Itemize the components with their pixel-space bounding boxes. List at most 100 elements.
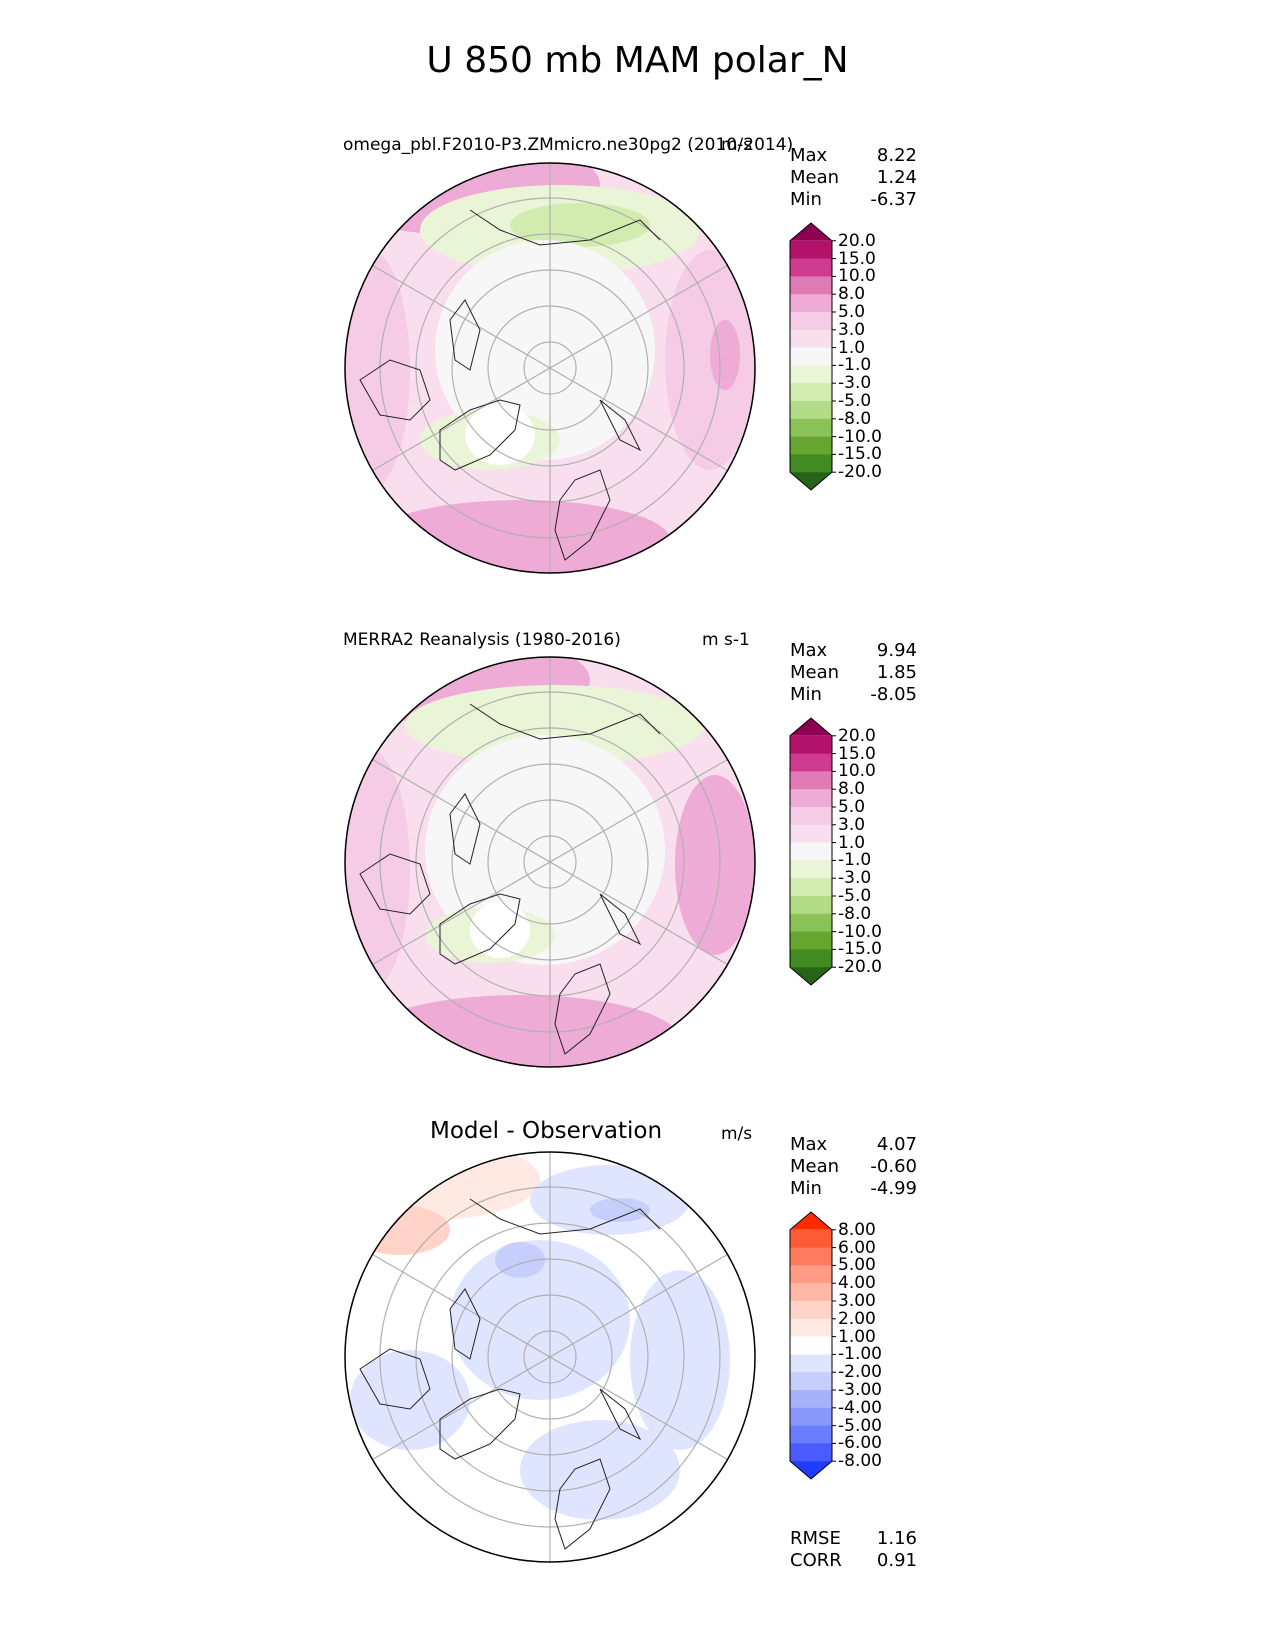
colorbar-tick-label: 1.0 — [838, 832, 866, 853]
panel-3-map-boundary — [344, 1151, 756, 1563]
colorbar-segment — [790, 789, 832, 808]
colorbar-tick-label: 3.0 — [838, 319, 866, 340]
panel-3-field-blob — [520, 1420, 680, 1520]
panel-3-field-blob — [630, 1270, 730, 1450]
colorbar-tick-label: -8.00 — [838, 1451, 882, 1472]
colorbar-tick-label: -4.00 — [838, 1397, 882, 1418]
colorbar-segment — [790, 347, 832, 366]
panel-2-units: m s-1 — [702, 630, 750, 650]
colorbar-tick-label: 1.00 — [838, 1326, 876, 1347]
colorbar-segment — [790, 1265, 832, 1284]
panel-3-stat-label: Mean — [790, 1156, 840, 1177]
colorbar-segment — [790, 1229, 832, 1249]
colorbar-tick-label: 15.0 — [838, 248, 876, 269]
panel-2-map-boundary — [344, 656, 756, 1068]
colorbar-tick-label: -5.0 — [838, 886, 872, 906]
panel-3-gridlines — [372, 1152, 728, 1562]
rmse-label: RMSE — [790, 1528, 841, 1549]
panel-1-units: m/s — [721, 135, 753, 155]
panel-1-field-blob — [510, 203, 650, 247]
panel-2-coastlines — [359, 703, 661, 1055]
colorbar-segment — [790, 1283, 832, 1302]
panel-3-field-blob — [345, 1152, 540, 1220]
panel-1-gridlines — [372, 163, 728, 573]
colorbar-tick-label: 2.00 — [838, 1308, 876, 1329]
colorbar-segment — [790, 418, 832, 438]
colorbar-tick-label: -3.0 — [838, 373, 872, 394]
colorbar-segment — [790, 1372, 832, 1391]
corr-label: CORR — [790, 1550, 842, 1571]
panel-2-stat-label: Max — [790, 640, 828, 661]
colorbar-extend-top — [790, 1212, 832, 1230]
colorbar-segment — [790, 240, 832, 260]
colorbar-extend-top — [790, 718, 832, 736]
colorbar-tick-label: 1.0 — [838, 337, 866, 358]
figure-title: U 850 mb MAM polar_N — [426, 40, 849, 81]
panel-3-field-blob — [590, 1198, 650, 1222]
panel-1-stat-label: Max — [790, 145, 828, 166]
panel-3-units: m/s — [721, 1124, 753, 1144]
panel-2-stat-value: -8.05 — [870, 684, 917, 705]
panel-3-stat-value: -4.99 — [870, 1178, 917, 1199]
colorbar-segment — [790, 896, 832, 915]
panel-2-stat-value: 1.85 — [876, 662, 917, 683]
colorbar-tick-label: -10.0 — [838, 921, 882, 942]
colorbar-tick-label: 8.0 — [838, 284, 866, 305]
colorbar-tick-label: -6.00 — [838, 1433, 882, 1454]
panel-3-stat-label: Max — [790, 1134, 828, 1155]
colorbar-tick-label: 10.0 — [838, 761, 876, 782]
colorbar-segment — [790, 383, 832, 402]
colorbar-segment — [790, 329, 832, 349]
panel-3-field-blob — [350, 1205, 450, 1255]
colorbar-tick-label: -8.0 — [838, 903, 872, 924]
colorbar-segment — [790, 1318, 832, 1338]
colorbar-tick-label: -10.0 — [838, 426, 882, 447]
colorbar-segment — [790, 258, 832, 277]
panel-2-stat-label: Min — [790, 684, 822, 705]
corr-value: 0.91 — [876, 1550, 917, 1571]
colorbar-segment — [790, 1443, 832, 1462]
panel-2-map — [344, 656, 756, 1068]
panel-2-field-blob — [360, 995, 680, 1067]
colorbar-segment — [790, 294, 832, 313]
colorbar-segment — [790, 771, 832, 790]
colorbar-segment — [790, 401, 832, 420]
colorbar-tick-label: 15.0 — [838, 743, 876, 764]
colorbar-segment — [790, 878, 832, 897]
rmse-value: 1.16 — [876, 1528, 917, 1549]
colorbar-segment — [790, 436, 832, 455]
colorbar-tick-label: -5.0 — [838, 391, 872, 411]
panel-1-map-boundary — [344, 162, 756, 574]
colorbar-segment — [790, 1425, 832, 1444]
colorbar-segment — [790, 1301, 832, 1320]
colorbar-tick-label: -1.0 — [838, 850, 872, 871]
panel-3-coastlines — [359, 1198, 661, 1550]
colorbar-tick-label: -1.0 — [838, 355, 872, 376]
panel-2-field-blob — [470, 902, 530, 958]
colorbar-segment — [790, 454, 832, 473]
colorbar-tick-label: -20.0 — [838, 957, 882, 978]
colorbar-segment — [790, 860, 832, 879]
colorbar-tick-label: 3.0 — [838, 814, 866, 835]
panel-1-coastlines — [359, 209, 661, 561]
colorbar-extend-bottom — [790, 1461, 832, 1479]
colorbar-tick-label: 4.00 — [838, 1273, 876, 1294]
colorbar-tick-label: 5.0 — [838, 797, 866, 817]
panel-3-colorbar — [789, 1211, 836, 1480]
colorbar-tick-label: -2.00 — [838, 1362, 882, 1383]
colorbar-tick-label: -8.0 — [838, 408, 872, 429]
colorbar-segment — [790, 753, 832, 772]
panel-1-field-blob — [370, 500, 670, 573]
panel-1-field-blob — [710, 320, 740, 390]
panel-1-stat-label: Mean — [790, 167, 840, 188]
colorbar-segment — [790, 1390, 832, 1409]
panel-1-field-blob — [665, 250, 755, 470]
panel-3-stat-value: -0.60 — [870, 1156, 917, 1177]
colorbar-segment — [790, 1247, 832, 1266]
panel-3-stat-label: Min — [790, 1178, 822, 1199]
panel-2-colorbar — [789, 717, 836, 986]
colorbar-tick-label: -1.00 — [838, 1344, 882, 1365]
panel-1-stat-label: Min — [790, 189, 822, 210]
colorbar-segment — [790, 735, 832, 755]
colorbar-segment — [790, 824, 832, 844]
